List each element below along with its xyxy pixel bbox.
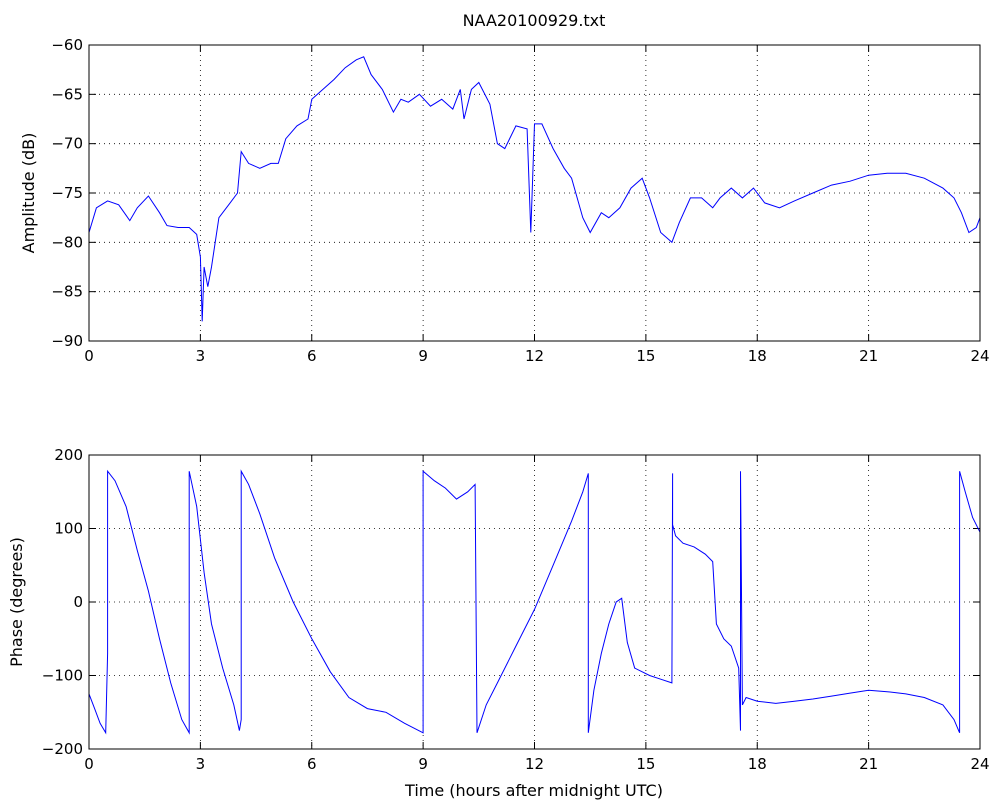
- phase-y-tick-label: −200: [42, 740, 83, 758]
- amplitude-ticks: 0 3 6 9 12 15 18 21 24 −90 −85 −80 −75 −70 −65 −60: [51, 36, 989, 365]
- phase-y-tick-label: −100: [42, 667, 83, 685]
- amplitude-y-tick-label: −70: [51, 135, 83, 153]
- amplitude-x-tick-label: 18: [748, 347, 767, 365]
- amplitude-ylabel: Amplitude (dB): [19, 133, 38, 254]
- amplitude-y-tick-label: −65: [51, 85, 83, 103]
- phase-y-tick-label: 100: [54, 520, 83, 538]
- phase-series-line: [88, 469, 981, 735]
- amplitude-x-tick-label: 24: [970, 347, 989, 365]
- phase-plot: 0 3 6 9 12 15 18 21 24 −200 −100 0 100 200 Phase (deg…: [7, 446, 990, 773]
- amplitude-y-tick-label: −90: [51, 332, 83, 350]
- amplitude-x-tick-label: 12: [525, 347, 544, 365]
- amplitude-axes-frame: [88, 44, 981, 342]
- phase-x-tick-label: 21: [859, 755, 878, 773]
- phase-x-tick-label: 3: [196, 755, 206, 773]
- amplitude-y-tick-label: −85: [51, 283, 83, 301]
- phase-ticks: 0 3 6 9 12 15 18 21 24 −200 −100 0 100 200: [42, 446, 990, 773]
- phase-x-tick-label: 12: [525, 755, 544, 773]
- phase-ylabel: Phase (degrees): [7, 537, 26, 667]
- phase-axes-frame: [88, 454, 981, 750]
- amplitude-grid: [89, 45, 980, 341]
- phase-x-tick-label: 24: [970, 755, 989, 773]
- amplitude-y-tick-label: −80: [51, 233, 83, 251]
- amplitude-x-tick-label: 21: [859, 347, 878, 365]
- amplitude-y-tick-label: −60: [51, 36, 83, 54]
- amplitude-x-tick-label: 6: [307, 347, 317, 365]
- phase-x-tick-label: 15: [636, 755, 655, 773]
- phase-x-tick-label: 6: [307, 755, 317, 773]
- amplitude-x-tick-label: 15: [636, 347, 655, 365]
- amplitude-y-tick-label: −75: [51, 184, 83, 202]
- phase-y-tick-label: 200: [54, 446, 83, 464]
- phase-x-tick-label: 9: [418, 755, 428, 773]
- phase-y-tick-label: 0: [73, 593, 83, 611]
- amplitude-plot: 0 3 6 9 12 15 18 21 24 −90 −85 −80 −75 −70 −65 −60 Ampl…: [19, 36, 990, 365]
- amplitude-series-line: [88, 56, 981, 322]
- amplitude-x-tick-label: 9: [418, 347, 428, 365]
- amplitude-x-tick-label: 0: [84, 347, 94, 365]
- amplitude-x-tick-label: 3: [196, 347, 206, 365]
- time-xlabel: Time (hours after midnight UTC): [404, 781, 663, 800]
- figure-title: NAA20100929.txt: [463, 11, 606, 30]
- phase-x-tick-label: 0: [84, 755, 94, 773]
- phase-x-tick-label: 18: [748, 755, 767, 773]
